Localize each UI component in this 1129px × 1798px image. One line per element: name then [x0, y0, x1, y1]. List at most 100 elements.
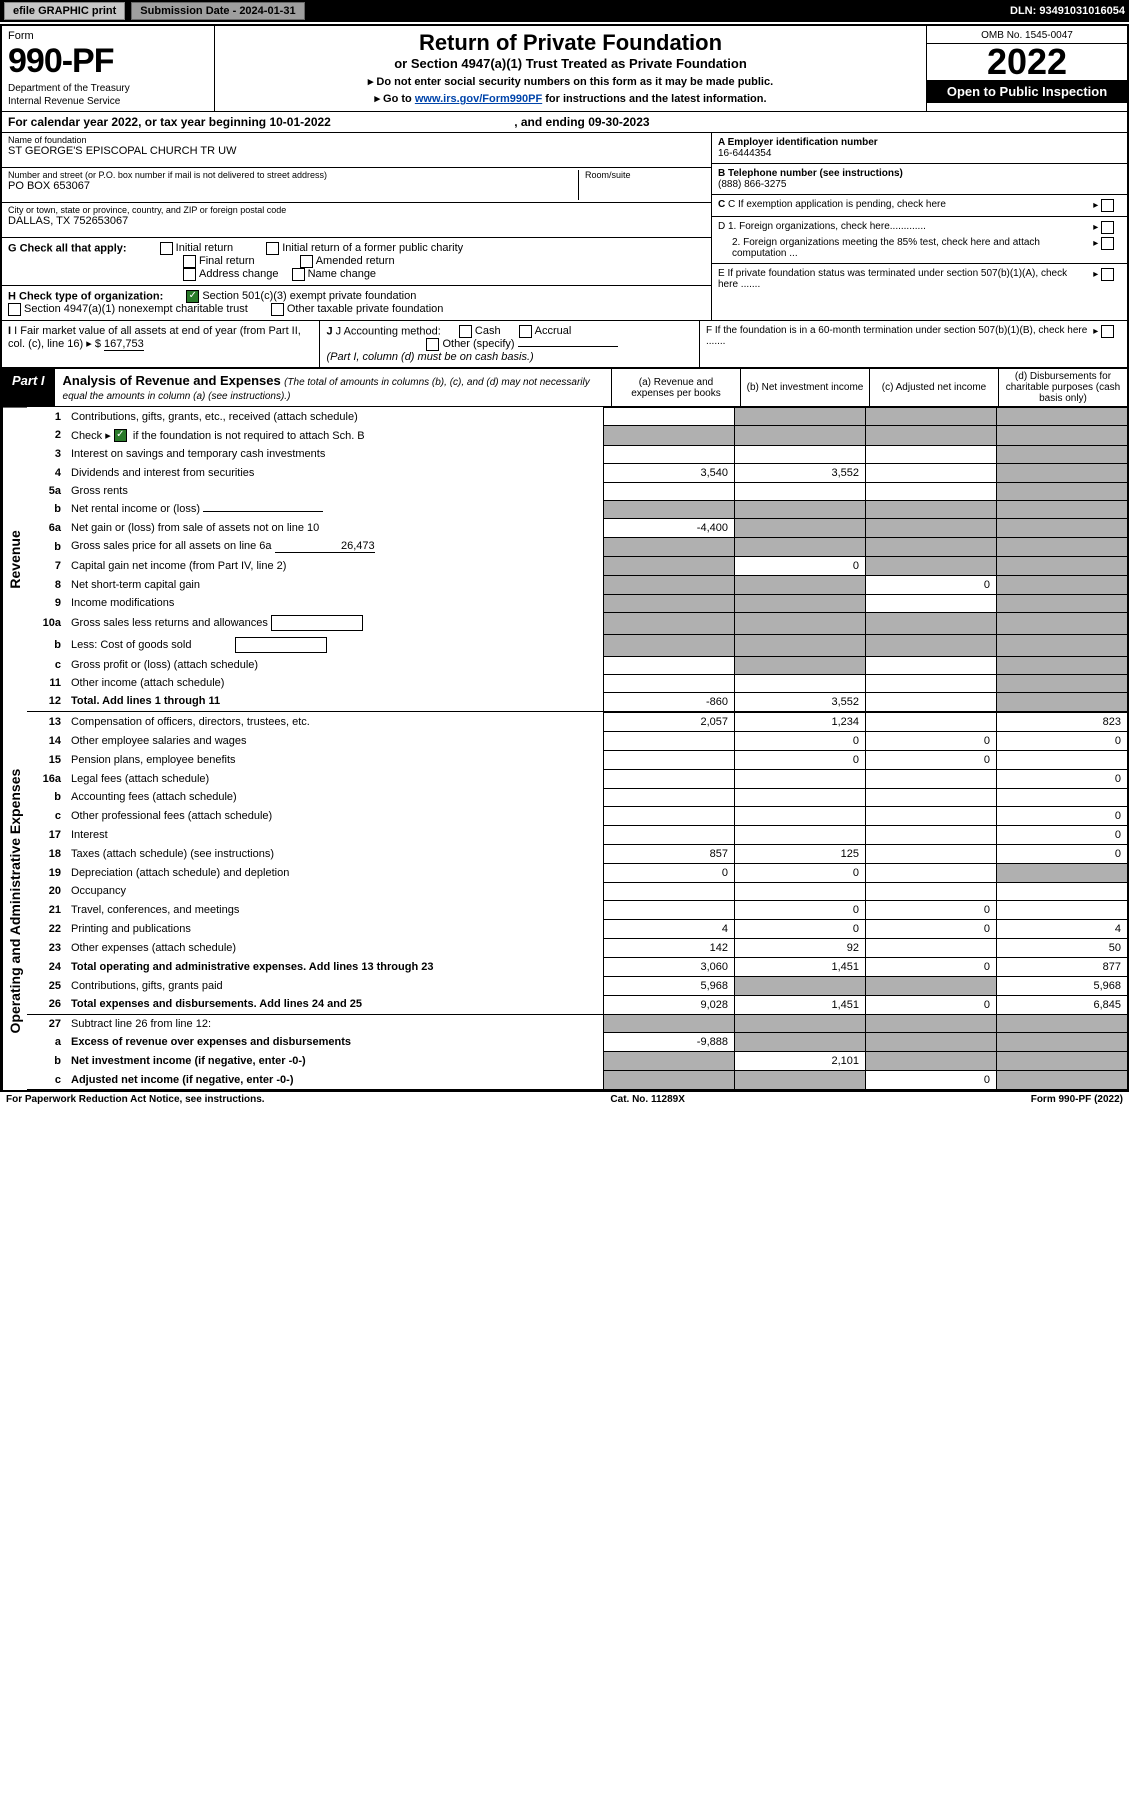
form-number-block: Form 990-PF Department of the Treasury I… — [2, 26, 215, 111]
address-change-checkbox[interactable] — [183, 268, 196, 281]
calendar-year-row: For calendar year 2022, or tax year begi… — [2, 112, 1127, 133]
col-c-header: (c) Adjusted net income — [869, 369, 998, 406]
terminated-checkbox[interactable] — [1101, 268, 1114, 281]
line-10a: 10aGross sales less returns and allowanc… — [27, 612, 1127, 634]
line-16a: 16aLegal fees (attach schedule)0 — [27, 769, 1127, 788]
section-c: C C If exemption application is pending,… — [712, 195, 1127, 217]
dln-label: DLN: 93491031016054 — [1010, 5, 1125, 17]
dept-irs: Internal Revenue Service — [8, 96, 208, 107]
col-a-header: (a) Revenue and expenses per books — [611, 369, 740, 406]
other-method-checkbox[interactable] — [426, 338, 439, 351]
line-9: 9Income modifications — [27, 594, 1127, 612]
form-number: 990-PF — [8, 42, 208, 81]
501c3-checkbox[interactable] — [186, 290, 199, 303]
line-22: 22Printing and publications4004 — [27, 919, 1127, 938]
line-4: 4Dividends and interest from securities3… — [27, 463, 1127, 482]
line-19: 19Depreciation (attach schedule) and dep… — [27, 863, 1127, 882]
section-f: F If the foundation is in a 60-month ter… — [700, 321, 1127, 367]
header-year-block: OMB No. 1545-0047 2022 Open to Public In… — [926, 26, 1127, 111]
other-taxable-checkbox[interactable] — [271, 303, 284, 316]
part1-label: Part I — [2, 369, 55, 406]
line-26: 26Total expenses and disbursements. Add … — [27, 995, 1127, 1014]
line-7: 7Capital gain net income (from Part IV, … — [27, 556, 1127, 575]
line-13: 13Compensation of officers, directors, t… — [27, 712, 1127, 731]
line-27: 27Subtract line 26 from line 12: — [27, 1014, 1127, 1033]
line-12: 12Total. Add lines 1 through 11-8603,552 — [27, 692, 1127, 711]
phone-value: (888) 866-3275 — [718, 179, 786, 190]
line-14: 14Other employee salaries and wages000 — [27, 731, 1127, 750]
line-24: 24Total operating and administrative exp… — [27, 957, 1127, 976]
line-6a: 6aNet gain or (loss) from sale of assets… — [27, 518, 1127, 537]
col-d-header: (d) Disbursements for charitable purpose… — [998, 369, 1127, 406]
submission-date-label: Submission Date - 2024-01-31 — [131, 2, 304, 20]
name-change-checkbox[interactable] — [292, 268, 305, 281]
line-27b: bNet investment income (if negative, ent… — [27, 1052, 1127, 1071]
expenses-vertical-label: Operating and Administrative Expenses — [2, 712, 27, 1091]
line-3: 3Interest on savings and temporary cash … — [27, 445, 1127, 463]
line-27a: aExcess of revenue over expenses and dis… — [27, 1033, 1127, 1052]
topbar: efile GRAPHIC print Submission Date - 20… — [0, 0, 1129, 22]
instr-2: ▸ Go to www.irs.gov/Form990PF for instru… — [221, 92, 920, 105]
section-e: E If private foundation status was termi… — [712, 264, 1127, 294]
irs-link[interactable]: www.irs.gov/Form990PF — [415, 93, 542, 105]
cash-checkbox[interactable] — [459, 325, 472, 338]
form-word: Form — [8, 30, 208, 42]
header-title-block: Return of Private Foundation or Section … — [215, 26, 926, 111]
street-address: PO BOX 653067 — [8, 180, 574, 192]
tax-year: 2022 — [927, 44, 1127, 80]
footer-right: Form 990-PF (2022) — [1031, 1094, 1123, 1105]
final-return-checkbox[interactable] — [183, 255, 196, 268]
form-container: Form 990-PF Department of the Treasury I… — [0, 24, 1129, 1092]
ein-cell: A Employer identification number 16-6444… — [712, 133, 1127, 164]
schb-checkbox[interactable] — [114, 429, 127, 442]
city-cell: City or town, state or province, country… — [2, 203, 711, 238]
line-10c: cGross profit or (loss) (attach schedule… — [27, 656, 1127, 674]
foreign-org-checkbox[interactable] — [1101, 221, 1114, 234]
section-g: G Check all that apply: Initial return I… — [2, 238, 711, 286]
line-5a: 5aGross rents — [27, 482, 1127, 500]
line-16b: bAccounting fees (attach schedule) — [27, 788, 1127, 806]
section-j: J J Accounting method: Cash Accrual Othe… — [320, 321, 700, 367]
exemption-pending-checkbox[interactable] — [1101, 199, 1114, 212]
instr-1: ▸ Do not enter social security numbers o… — [221, 75, 920, 88]
line-23: 23Other expenses (attach schedule)142925… — [27, 938, 1127, 957]
line-21: 21Travel, conferences, and meetings00 — [27, 900, 1127, 919]
form-subtitle: or Section 4947(a)(1) Trust Treated as P… — [221, 56, 920, 71]
col-b-header: (b) Net investment income — [740, 369, 869, 406]
line-15: 15Pension plans, employee benefits00 — [27, 750, 1127, 769]
line-11: 11Other income (attach schedule) — [27, 674, 1127, 692]
line-5b: bNet rental income or (loss) — [27, 500, 1127, 518]
line-8: 8Net short-term capital gain0 — [27, 575, 1127, 594]
line-16c: cOther professional fees (attach schedul… — [27, 806, 1127, 825]
amended-return-checkbox[interactable] — [300, 255, 313, 268]
line-20: 20Occupancy — [27, 882, 1127, 900]
foreign-85-checkbox[interactable] — [1101, 237, 1114, 250]
revenue-vertical-label: Revenue — [2, 407, 27, 712]
efile-print-button[interactable]: efile GRAPHIC print — [4, 2, 125, 20]
section-h: H Check type of organization: Section 50… — [2, 286, 711, 320]
line-1: 1Contributions, gifts, grants, etc., rec… — [27, 408, 1127, 426]
part1-header: Part I Analysis of Revenue and Expenses … — [2, 368, 1127, 407]
footer-left: For Paperwork Reduction Act Notice, see … — [6, 1094, 265, 1105]
footer: For Paperwork Reduction Act Notice, see … — [0, 1092, 1129, 1107]
section-d: D 1. Foreign organizations, check here..… — [712, 217, 1127, 264]
footer-mid: Cat. No. 11289X — [610, 1094, 684, 1105]
year-begin: 10-01-2022 — [269, 115, 330, 129]
year-end: 09-30-2023 — [588, 115, 649, 129]
address-cell: Number and street (or P.O. box number if… — [2, 168, 711, 203]
open-public: Open to Public Inspection — [927, 80, 1127, 103]
initial-return-checkbox[interactable] — [160, 242, 173, 255]
60-month-checkbox[interactable] — [1101, 325, 1114, 338]
line-10b: bLess: Cost of goods sold — [27, 634, 1127, 656]
initial-former-checkbox[interactable] — [266, 242, 279, 255]
line-17: 17Interest0 — [27, 825, 1127, 844]
form-title: Return of Private Foundation — [221, 30, 920, 56]
accrual-checkbox[interactable] — [519, 325, 532, 338]
line-18: 18Taxes (attach schedule) (see instructi… — [27, 844, 1127, 863]
4947-checkbox[interactable] — [8, 303, 21, 316]
revenue-table: 1Contributions, gifts, grants, etc., rec… — [27, 407, 1127, 712]
line-6b: bGross sales price for all assets on lin… — [27, 537, 1127, 556]
foundation-name: ST GEORGE'S EPISCOPAL CHURCH TR UW — [8, 145, 705, 157]
ein-value: 16-6444354 — [718, 148, 771, 159]
line-27c: cAdjusted net income (if negative, enter… — [27, 1071, 1127, 1090]
